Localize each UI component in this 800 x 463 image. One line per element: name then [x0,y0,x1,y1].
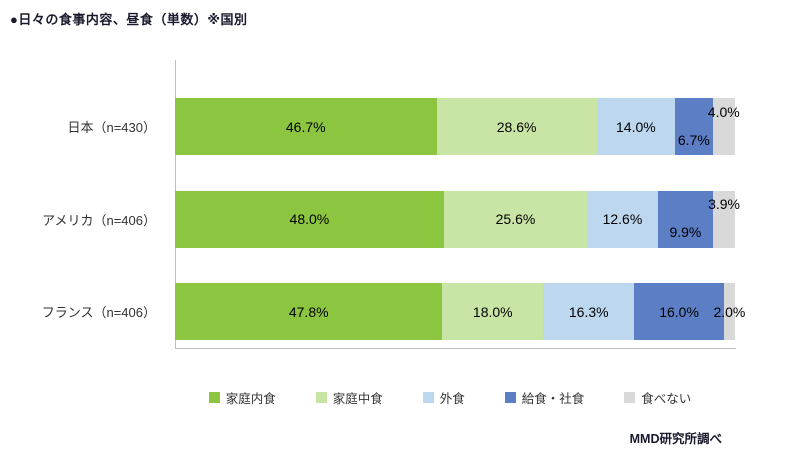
legend-item: 外食 [422,388,465,407]
bar-segment: 2.0% [713,283,745,340]
category-label: フランス（n=406） [41,305,156,320]
bar-segment: 3.9% [708,190,740,248]
x-axis-line [175,348,736,349]
bar-segment: 4.0% [708,98,740,155]
legend-swatch [624,392,636,403]
legend-label: 食べない [641,392,692,406]
stacked-bar: 46.7% 28.6% 14.0% 6.7% 4.0% [175,98,740,155]
segment-value-label: 12.6% [602,211,643,227]
bar-segment: 48.0% [175,190,444,248]
source-credit: MMD研究所調べ [629,432,722,446]
legend-swatch [422,392,434,403]
bar-segment: 18.0% [442,283,544,340]
category-label: 日本（n=430） [67,120,156,135]
legend-item: 家庭内食 [208,388,276,407]
chart-area: 日本（n=430） 46.7% 28.6% 14.0% 6.7% 4.0% アメリカ（n=4… [0,60,800,349]
stacked-bar: 47.8% 18.0% 16.3% 16.0% 2.0% [175,283,745,340]
legend-swatch [208,392,220,403]
chart-row: フランス（n=406） 47.8% 18.0% 16.3% 16.0% 2.0% [0,283,800,340]
legend-label: 外食 [439,392,465,406]
category-label: アメリカ（n=406） [42,212,156,228]
bar-segment: 12.6% [587,190,658,248]
chart-row: アメリカ（n=406） 48.0% 25.6% 12.6% 9.9% 3.9% [0,190,800,248]
segment-value-label: 16.3% [568,303,609,320]
segment-value-label: 14.0% [616,118,656,135]
bar-segment: 25.6% [443,190,588,248]
segment-value-label: 25.6% [495,211,536,227]
bar-segment: 16.0% [634,283,724,340]
bar-segment: 47.8% [175,283,443,340]
bar-segment: 28.6% [436,98,597,155]
segment-value-label: 2.0% [713,303,746,320]
segment-value-label: 4.0% [707,103,740,120]
legend-item: 家庭中食 [315,388,383,407]
bar-segment: 46.7% [175,98,437,155]
bar-segment: 9.9% [657,190,714,248]
legend-swatch [315,392,327,403]
legend-label: 家庭内食 [225,392,276,406]
segment-value-label: 28.6% [496,118,537,135]
bar-segment: 16.3% [543,283,635,340]
stacked-bar: 48.0% 25.6% 12.6% 9.9% 3.9% [175,190,740,248]
segment-value-label: 3.9% [708,196,741,213]
chart-title: ●日々の食事内容、昼食（単数）※国別 [10,12,248,27]
legend-item: 食べない [624,388,691,407]
segment-value-label: 47.8% [288,303,329,320]
segment-value-label: 6.7% [677,131,710,148]
segment-value-label: 18.0% [472,303,513,320]
bar-segment: 6.7% [675,98,713,155]
bar-segment: 14.0% [596,98,676,155]
legend-item: 給食・社食 [504,388,585,407]
legend-label: 給食・社食 [521,392,585,406]
segment-value-label: 48.0% [289,211,330,227]
chart-row: 日本（n=430） 46.7% 28.6% 14.0% 6.7% 4.0% [0,98,800,155]
segment-value-label: 46.7% [285,118,326,135]
segment-value-label: 9.9% [669,224,702,241]
legend-swatch [504,392,516,403]
legend: 家庭内食 家庭中食 外食 給食・社食 食べない [100,388,800,407]
segment-value-label: 16.0% [659,303,699,320]
legend-label: 家庭中食 [332,392,383,406]
